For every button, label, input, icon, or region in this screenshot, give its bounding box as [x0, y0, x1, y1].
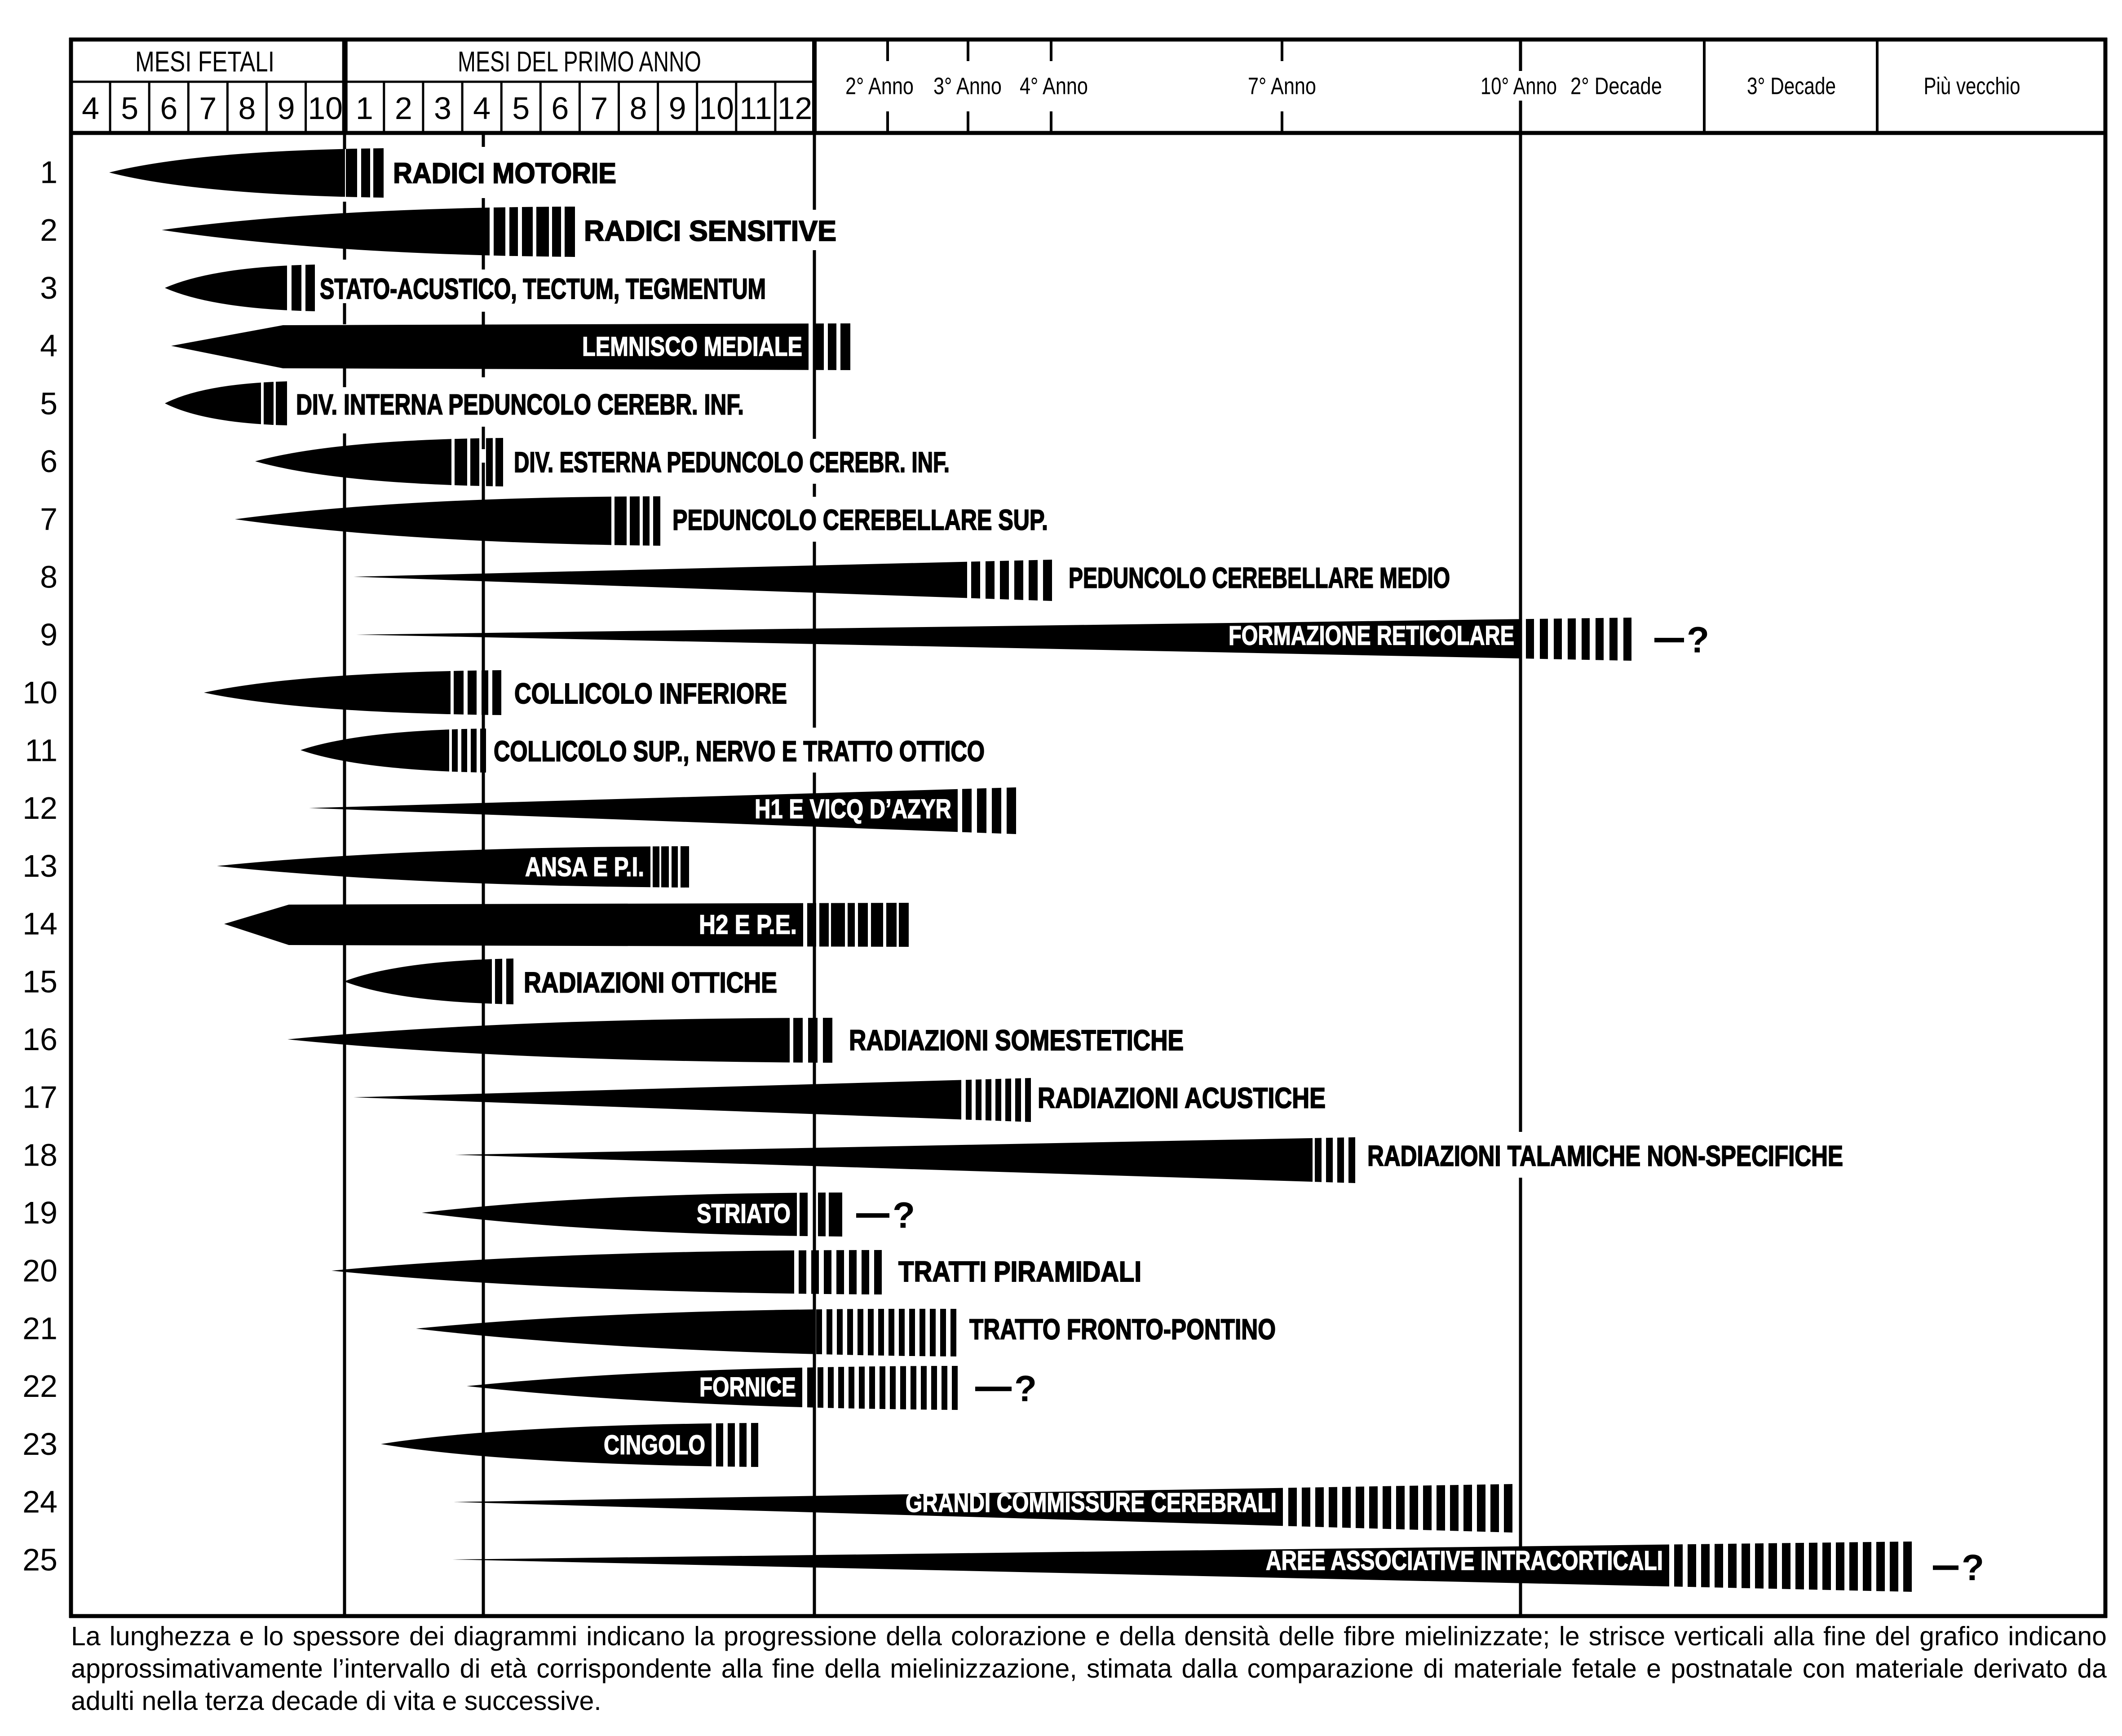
- svg-text:RADIAZIONI ACUSTICHE: RADIAZIONI ACUSTICHE: [1038, 1082, 1326, 1114]
- svg-text:4: 4: [473, 91, 491, 126]
- svg-text:COLLICOLO SUP., NERVO E TRATTO: COLLICOLO SUP., NERVO E TRATTO OTTICO: [494, 735, 985, 768]
- svg-text:2° Anno: 2° Anno: [845, 73, 914, 100]
- svg-text:7: 7: [40, 502, 57, 537]
- svg-text:9: 9: [669, 91, 686, 126]
- svg-text:24: 24: [22, 1484, 57, 1520]
- svg-text:TRATTO FRONTO-PONTINO: TRATTO FRONTO-PONTINO: [969, 1313, 1276, 1346]
- svg-text:H1 E VICQ D’AZYR: H1 E VICQ D’AZYR: [755, 794, 951, 824]
- svg-text:MESI DEL PRIMO ANNO: MESI DEL PRIMO ANNO: [458, 45, 701, 78]
- svg-text:TRATTI PIRAMIDALI: TRATTI PIRAMIDALI: [898, 1255, 1141, 1288]
- svg-text:STRIATO: STRIATO: [697, 1199, 791, 1229]
- svg-text:25: 25: [22, 1542, 57, 1577]
- svg-text:8: 8: [40, 559, 57, 594]
- svg-text:3° Decade: 3° Decade: [1747, 73, 1836, 100]
- svg-text:RADIAZIONI TALAMICHE NON-SPECI: RADIAZIONI TALAMICHE NON-SPECIFICHE: [1367, 1140, 1843, 1172]
- svg-text:9: 9: [40, 617, 57, 652]
- svg-text:?: ?: [1687, 620, 1709, 661]
- svg-text:H2 E P.E.: H2 E P.E.: [699, 910, 797, 940]
- svg-text:11: 11: [25, 733, 57, 768]
- svg-text:9: 9: [278, 91, 295, 126]
- svg-text:DIV. INTERNA PEDUNCOLO CEREBR.: DIV. INTERNA PEDUNCOLO CEREBR. INF.: [296, 388, 744, 420]
- svg-text:2: 2: [40, 212, 57, 247]
- svg-text:RADIAZIONI SOMESTETICHE: RADIAZIONI SOMESTETICHE: [849, 1024, 1184, 1056]
- svg-text:PEDUNCOLO CEREBELLARE MEDIO: PEDUNCOLO CEREBELLARE MEDIO: [1069, 561, 1450, 594]
- svg-text:11: 11: [739, 91, 772, 126]
- svg-text:22: 22: [22, 1369, 57, 1404]
- svg-text:5: 5: [121, 91, 138, 126]
- svg-text:14: 14: [22, 906, 57, 941]
- svg-text:10: 10: [22, 675, 57, 710]
- svg-text:1: 1: [356, 91, 373, 126]
- svg-text:10: 10: [308, 91, 343, 126]
- svg-text:19: 19: [22, 1195, 57, 1230]
- svg-text:RADIAZIONI OTTICHE: RADIAZIONI OTTICHE: [524, 966, 777, 998]
- svg-text:21: 21: [22, 1311, 57, 1346]
- svg-text:FORNICE: FORNICE: [699, 1372, 796, 1402]
- svg-text:?: ?: [1014, 1369, 1037, 1409]
- svg-text:8: 8: [239, 91, 256, 126]
- svg-text:FORMAZIONE RETICOLARE: FORMAZIONE RETICOLARE: [1229, 621, 1514, 651]
- svg-text:RADICI SENSITIVE: RADICI SENSITIVE: [584, 215, 836, 247]
- svg-text:7° Anno: 7° Anno: [1248, 73, 1316, 100]
- svg-text:?: ?: [1962, 1547, 1984, 1588]
- svg-text:COLLICOLO INFERIORE: COLLICOLO INFERIORE: [514, 677, 787, 710]
- svg-text:3: 3: [434, 91, 451, 126]
- svg-text:6: 6: [160, 91, 177, 126]
- svg-text:12: 12: [777, 91, 812, 126]
- svg-text:4: 4: [82, 91, 99, 126]
- svg-text:15: 15: [22, 964, 57, 999]
- svg-text:MESI FETALI: MESI FETALI: [135, 45, 274, 78]
- svg-text:Più vecchio: Più vecchio: [1924, 73, 2020, 100]
- svg-text:PEDUNCOLO CEREBELLARE SUP.: PEDUNCOLO CEREBELLARE SUP.: [672, 504, 1048, 536]
- svg-text:4° Anno: 4° Anno: [1020, 73, 1088, 100]
- svg-text:10: 10: [699, 91, 734, 126]
- svg-text:RADICI MOTORIE: RADICI MOTORIE: [393, 157, 616, 190]
- svg-text:10° Anno: 10° Anno: [1481, 73, 1557, 100]
- svg-text:2: 2: [395, 91, 412, 126]
- svg-text:CINGOLO: CINGOLO: [604, 1430, 705, 1460]
- svg-text:20: 20: [22, 1253, 57, 1288]
- svg-text:16: 16: [22, 1022, 57, 1057]
- svg-text:LEMNISCO MEDIALE: LEMNISCO MEDIALE: [582, 331, 802, 362]
- svg-text:5: 5: [40, 386, 57, 421]
- svg-text:13: 13: [22, 848, 57, 883]
- svg-text:23: 23: [22, 1427, 57, 1462]
- svg-text:1: 1: [40, 155, 57, 190]
- svg-text:?: ?: [893, 1195, 915, 1236]
- svg-text:AREE ASSOCIATIVE INTRACORTICAL: AREE ASSOCIATIVE INTRACORTICALI: [1266, 1546, 1663, 1576]
- svg-text:6: 6: [40, 444, 57, 479]
- svg-text:5: 5: [512, 91, 530, 126]
- svg-text:8: 8: [630, 91, 647, 126]
- svg-text:STATO-ACUSTICO, TECTUM, TEGMEN: STATO-ACUSTICO, TECTUM, TEGMENTUM: [320, 273, 766, 305]
- svg-text:12: 12: [22, 791, 57, 826]
- svg-text:6: 6: [551, 91, 569, 126]
- svg-text:7: 7: [590, 91, 608, 126]
- svg-text:2° Decade: 2° Decade: [1570, 73, 1662, 100]
- svg-text:18: 18: [22, 1137, 57, 1172]
- svg-text:ANSA E P.I.: ANSA E P.I.: [525, 852, 644, 882]
- svg-text:DIV. ESTERNA PEDUNCOLO CEREBR.: DIV. ESTERNA PEDUNCOLO CEREBR. INF.: [514, 446, 950, 478]
- svg-text:7: 7: [199, 91, 217, 126]
- svg-text:3: 3: [40, 270, 57, 305]
- svg-text:3° Anno: 3° Anno: [933, 73, 1002, 100]
- svg-text:4: 4: [40, 328, 57, 363]
- svg-text:GRANDI COMMISSURE CEREBRALI: GRANDI COMMISSURE CEREBRALI: [906, 1488, 1277, 1518]
- svg-text:17: 17: [22, 1080, 57, 1115]
